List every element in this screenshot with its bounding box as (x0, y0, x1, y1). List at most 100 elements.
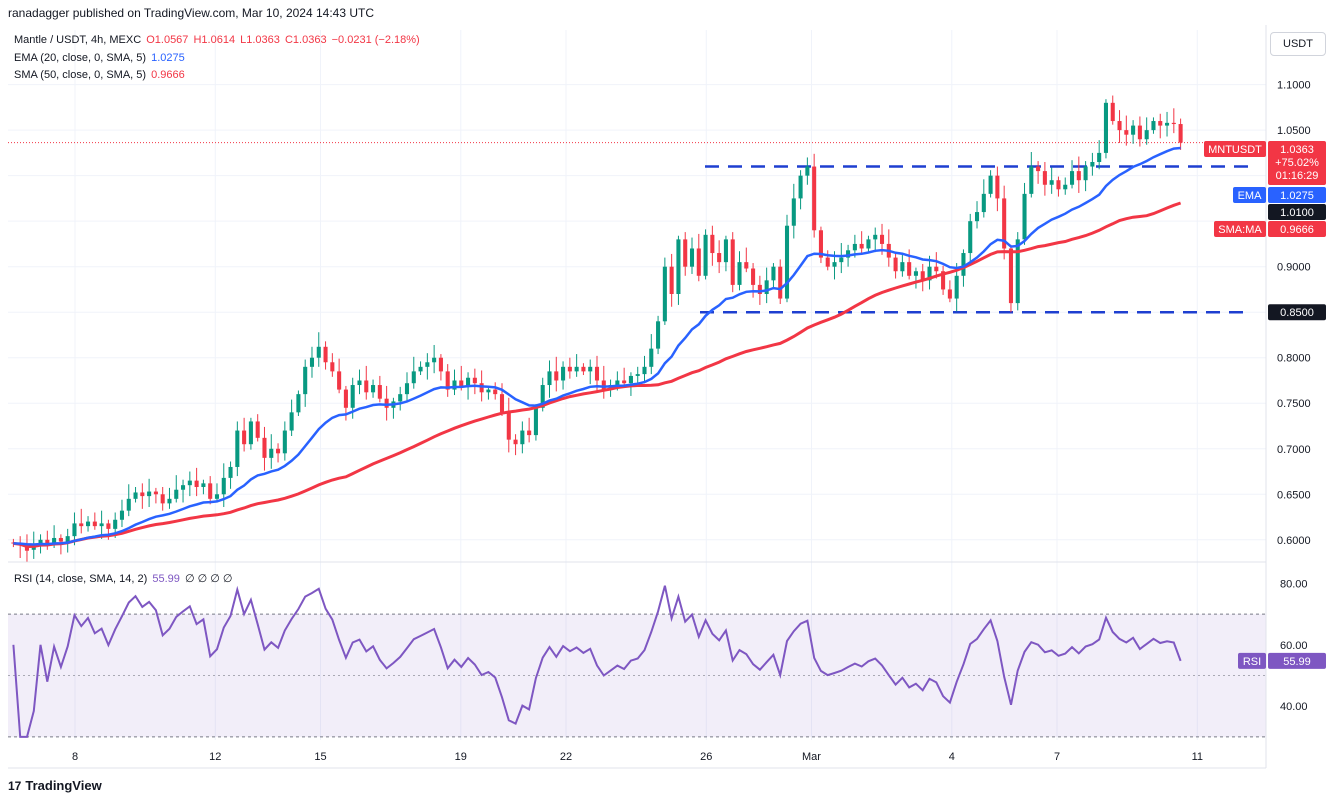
candle[interactable] (330, 353, 335, 377)
candle[interactable] (527, 417, 532, 443)
candle[interactable] (445, 364, 450, 397)
candle[interactable] (784, 214, 790, 303)
candle[interactable] (907, 249, 912, 280)
candle[interactable] (1069, 160, 1075, 189)
candle[interactable] (567, 357, 572, 379)
candle[interactable] (873, 227, 878, 253)
candle[interactable] (11, 538, 16, 548)
candle[interactable] (913, 267, 918, 289)
candle[interactable] (717, 240, 722, 274)
tradingview-logo[interactable]: 17 TradingView (8, 778, 102, 793)
candle[interactable] (242, 417, 247, 452)
candle[interactable] (825, 250, 830, 271)
candle[interactable] (533, 404, 538, 441)
candle[interactable] (472, 368, 477, 395)
candle[interactable] (357, 369, 362, 395)
candle[interactable] (1056, 176, 1061, 197)
candle[interactable] (208, 476, 213, 505)
candle[interactable] (974, 201, 980, 229)
candle[interactable] (391, 397, 396, 419)
candle[interactable] (1022, 182, 1027, 245)
candle[interactable] (1164, 111, 1170, 137)
candle[interactable] (669, 253, 674, 307)
candle[interactable] (1158, 113, 1163, 139)
candle[interactable] (303, 359, 308, 407)
candle[interactable] (927, 255, 932, 290)
candle[interactable] (228, 461, 233, 489)
candle[interactable] (289, 399, 294, 437)
candle[interactable] (425, 353, 430, 380)
candle[interactable] (45, 530, 50, 550)
candle[interactable] (371, 379, 376, 398)
candle[interactable] (201, 479, 206, 495)
candle[interactable] (798, 170, 803, 210)
candle[interactable] (778, 259, 783, 305)
candle[interactable] (262, 426, 267, 471)
candle[interactable] (900, 253, 905, 277)
candle[interactable] (866, 235, 871, 253)
candle[interactable] (737, 251, 742, 291)
candle[interactable] (520, 421, 525, 454)
candle[interactable] (622, 367, 627, 387)
candle[interactable] (1090, 152, 1095, 176)
candle[interactable] (941, 265, 946, 295)
candle[interactable] (377, 375, 382, 403)
candle[interactable] (1124, 115, 1129, 146)
candle[interactable] (805, 157, 810, 185)
candle[interactable] (248, 417, 253, 450)
candle[interactable] (893, 252, 898, 279)
candle[interactable] (947, 280, 952, 303)
candle[interactable] (554, 356, 559, 392)
candle[interactable] (316, 332, 321, 367)
candle[interactable] (174, 475, 179, 503)
candle[interactable] (486, 385, 491, 400)
candle[interactable] (676, 235, 681, 305)
candle[interactable] (730, 232, 735, 293)
currency-unit-button[interactable]: USDT (1270, 32, 1326, 56)
candle[interactable] (92, 512, 97, 530)
candle[interactable] (1036, 161, 1041, 184)
candle[interactable] (723, 235, 728, 272)
candle[interactable] (981, 179, 986, 218)
candle[interactable] (1063, 177, 1068, 195)
candle[interactable] (988, 170, 993, 198)
candle[interactable] (323, 341, 328, 370)
candle[interactable] (187, 471, 192, 497)
candle[interactable] (79, 508, 84, 534)
candle[interactable] (133, 486, 138, 503)
candle[interactable] (561, 361, 566, 390)
candle[interactable] (662, 257, 667, 325)
candle[interactable] (642, 355, 647, 384)
candle[interactable] (1002, 185, 1007, 260)
candle[interactable] (140, 483, 145, 509)
candle[interactable] (710, 225, 715, 266)
candle[interactable] (1103, 99, 1108, 159)
candle[interactable] (1029, 151, 1034, 198)
candle[interactable] (1131, 120, 1136, 144)
candle[interactable] (452, 369, 457, 396)
candle[interactable] (995, 166, 1000, 212)
candle[interactable] (282, 421, 287, 461)
candle[interactable] (1042, 162, 1047, 196)
candle[interactable] (812, 153, 817, 238)
candle[interactable] (160, 486, 165, 511)
candle[interactable] (65, 528, 70, 553)
candle[interactable] (337, 358, 342, 394)
candle[interactable] (438, 354, 443, 381)
candle[interactable] (493, 382, 498, 400)
candle[interactable] (276, 443, 281, 463)
candle[interactable] (296, 390, 301, 416)
candle[interactable] (968, 213, 973, 263)
candle[interactable] (1008, 244, 1013, 313)
candle[interactable] (1137, 116, 1142, 147)
candle[interactable] (683, 232, 688, 276)
candle[interactable] (601, 365, 606, 399)
candle[interactable] (818, 226, 823, 264)
candle[interactable] (255, 414, 260, 442)
candle[interactable] (506, 397, 511, 453)
candle[interactable] (1178, 118, 1183, 150)
candle[interactable] (656, 315, 661, 355)
candle[interactable] (214, 483, 220, 503)
candle[interactable] (1151, 117, 1156, 134)
candle[interactable] (1097, 140, 1102, 170)
